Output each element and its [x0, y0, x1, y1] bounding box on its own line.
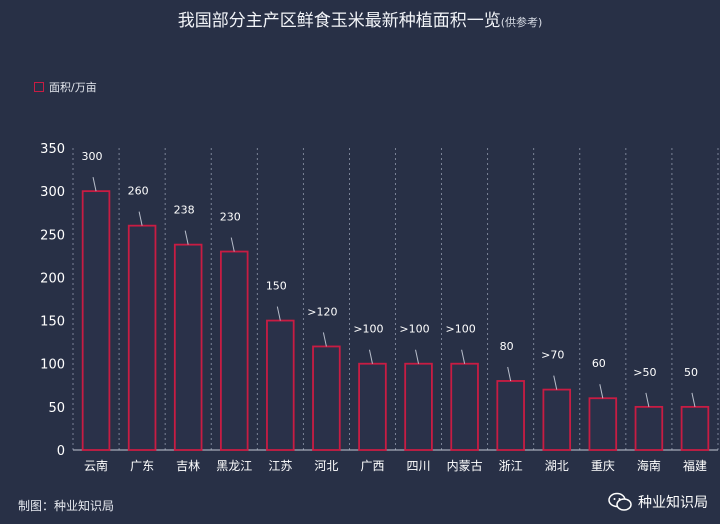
data-label: 50: [684, 366, 698, 379]
label-leader-line: [645, 392, 650, 407]
label-leader-line: [461, 349, 466, 364]
label-leader-line: [415, 349, 420, 364]
brand-name: 种业知识局: [638, 495, 708, 511]
bar: [219, 250, 249, 451]
bar: [496, 380, 525, 451]
x-tick-label: 浙江: [499, 459, 523, 473]
bar: [680, 405, 710, 451]
data-label: >100: [399, 323, 429, 336]
bar: [81, 190, 111, 451]
x-tick-label: 广西: [360, 459, 384, 473]
x-tick-label: 云南: [84, 458, 108, 473]
data-label: >120: [307, 305, 337, 318]
data-label: >100: [445, 323, 475, 336]
label-leader-line: [230, 237, 235, 252]
data-label: 238: [174, 204, 195, 217]
data-label: 80: [500, 340, 514, 353]
label-leader-line: [276, 306, 281, 321]
y-tick-label: 200: [40, 271, 65, 286]
data-label: 150: [266, 280, 287, 293]
bar: [173, 243, 203, 451]
label-leader-line: [92, 177, 97, 192]
bar: [634, 405, 664, 451]
x-tick-label: 福建: [683, 458, 707, 473]
brand-watermark: 种业知识局: [608, 492, 708, 512]
data-label: 60: [592, 357, 606, 370]
label-leader-line: [553, 375, 558, 390]
y-tick-label: 50: [48, 401, 65, 416]
data-label: 230: [220, 211, 241, 224]
label-leader-line: [368, 349, 373, 364]
x-tick-label: 内蒙古: [447, 458, 483, 473]
wechat-icon: [608, 492, 632, 511]
bar: [450, 362, 479, 451]
bar: [404, 362, 433, 451]
legend-label: 面积/万亩: [49, 81, 97, 94]
y-tick-label: 250: [40, 228, 65, 243]
x-tick-label: 广东: [130, 459, 154, 473]
y-tick-label: 0: [57, 444, 65, 459]
label-leader-line: [507, 366, 512, 382]
x-tick-label: 四川: [407, 459, 431, 473]
x-tick-label: 江苏: [268, 459, 292, 473]
x-tick-label: 湖北: [545, 458, 569, 473]
y-tick-label: 150: [40, 315, 65, 330]
legend-swatch: [34, 82, 44, 92]
bar: [588, 397, 618, 451]
y-tick-label: 300: [40, 185, 65, 200]
bar: [542, 388, 572, 451]
x-tick-label: 黑龙江: [216, 459, 252, 473]
bar: [358, 362, 387, 451]
x-tick-label: 河北: [314, 459, 338, 473]
legend: 面积/万亩: [34, 79, 97, 95]
data-label: >100: [353, 323, 383, 336]
data-label: >70: [541, 349, 564, 362]
label-leader-line: [599, 384, 604, 399]
data-label: 260: [128, 185, 149, 198]
data-label: 300: [82, 150, 103, 163]
x-tick-label: 海南: [637, 458, 661, 473]
bar: [127, 224, 157, 451]
footer-credit: 制图：种业知识局: [18, 499, 115, 513]
label-leader-line: [322, 332, 327, 347]
bar: [266, 319, 295, 451]
chart-title: 我国部分主产区鲜食玉米最新种植面积一览(供参考): [0, 6, 720, 31]
chart-subtitle: (供参考): [500, 16, 543, 29]
label-leader-line: [184, 230, 189, 245]
label-leader-line: [691, 392, 696, 407]
chart-title-text: 我国部分主产区鲜食玉米最新种植面积一览: [177, 11, 501, 31]
bar: [312, 345, 341, 451]
label-leader-line: [138, 211, 143, 226]
y-tick-label: 350: [40, 142, 65, 157]
data-label: >50: [633, 366, 656, 379]
y-tick-label: 100: [40, 358, 65, 373]
x-tick-label: 重庆: [591, 459, 615, 473]
x-tick-label: 吉林: [176, 459, 200, 473]
